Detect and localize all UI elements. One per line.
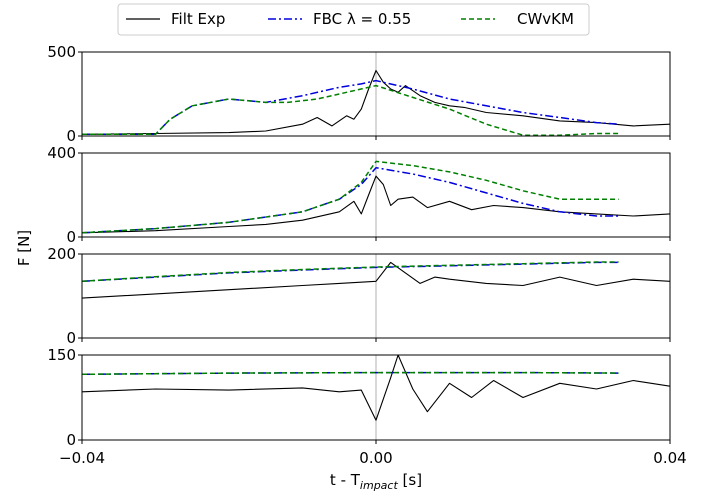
panel-3: 0 200 — [47, 245, 671, 347]
panel-1: 0 500 — [47, 43, 671, 145]
panel-series-group — [82, 261, 670, 299]
x-axis-label-unit: [s] — [398, 471, 422, 489]
series-line-cwvkm — [82, 371, 619, 376]
legend-label-fbc: FBC λ = 0.55 — [313, 10, 411, 28]
y-tick-label: 400 — [47, 144, 76, 162]
x-axis-label-main: t - T — [330, 471, 361, 489]
x-tick-label: −0.04 — [59, 449, 105, 467]
y-tick-label: 200 — [47, 245, 76, 263]
panel-series-group — [82, 355, 670, 421]
x-axis-label-subscript: impact — [360, 479, 399, 492]
x-axis-label: t - Timpact [s] — [330, 471, 422, 492]
y-tick-label: 0 — [66, 127, 76, 145]
y-tick-label: 500 — [47, 43, 76, 61]
panel-4: 0 150 — [47, 346, 671, 449]
series-line-filt-exp — [82, 69, 670, 135]
y-tick-label: 0 — [66, 228, 76, 246]
series-line-filt-exp — [82, 261, 670, 299]
x-tick-label: 0.04 — [653, 449, 686, 467]
series-line-cwvkm — [82, 84, 619, 136]
legend-frame — [117, 3, 590, 36]
legend-label-filt-exp: Filt Exp — [171, 10, 225, 28]
x-tick-labels: −0.04 0.00 0.04 — [59, 449, 687, 467]
y-tick-label: 150 — [47, 346, 76, 364]
panel-series-group — [82, 160, 670, 234]
series-line-fbc — [82, 79, 619, 136]
series-line-fbc — [82, 261, 619, 283]
series-line-cwvkm — [82, 261, 619, 283]
panel-series-group — [82, 69, 670, 136]
series-line-filt-exp — [82, 175, 670, 234]
series-line-filt-exp — [82, 355, 670, 421]
y-tick-label: 0 — [66, 431, 76, 449]
series-line-fbc — [82, 166, 619, 234]
y-tick-label: 0 — [66, 329, 76, 347]
y-axis-label: F [N] — [15, 230, 33, 266]
x-tick-label: 0.00 — [359, 449, 392, 467]
series-line-cwvkm — [82, 160, 619, 234]
panel-2: 0 400 — [47, 144, 671, 246]
legend: Filt Exp FBC λ = 0.55 CWvKM — [117, 3, 590, 36]
legend-label-cwvkm: CWvKM — [517, 10, 574, 28]
